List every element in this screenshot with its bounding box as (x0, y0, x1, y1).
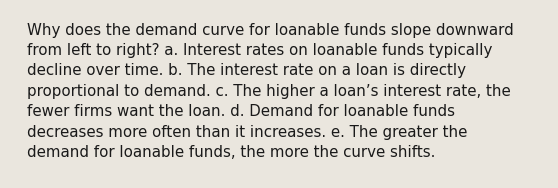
Text: Why does the demand curve for loanable funds slope downward
from left to right? : Why does the demand curve for loanable f… (27, 23, 513, 160)
